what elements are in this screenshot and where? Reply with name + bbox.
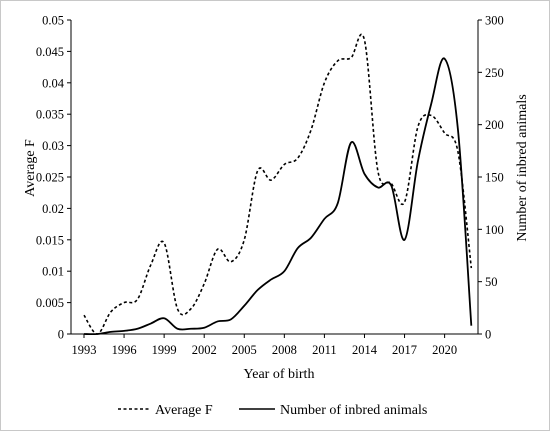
y-axis-left-title: Average F: [23, 139, 38, 197]
y-left-tick-label: 0.025: [36, 171, 64, 185]
legend-label-average-f: Average F: [155, 403, 213, 418]
series-group: [83, 33, 473, 336]
x-tick-label: 2002: [192, 343, 217, 357]
x-axis-ticks: 1993 1996 1999 2002 2005 2008 2011 2014 2017 2020: [72, 334, 457, 357]
x-tick-label: 1996: [112, 343, 137, 357]
x-tick-label: 2014: [352, 343, 378, 357]
legend-label-inbred-animals: Number of inbred animals: [280, 403, 427, 418]
y-right-tick-label: 150: [485, 171, 504, 185]
y-left-tick-label: 0.005: [36, 296, 64, 310]
y-left-tick-label: 0.05: [42, 14, 64, 28]
y-left-tick-label: 0.02: [42, 202, 64, 216]
x-tick-label: 1999: [152, 343, 177, 357]
x-axis-title: Year of birth: [244, 367, 315, 382]
x-tick-label: 2017: [392, 343, 417, 357]
x-tick-label: 2011: [312, 343, 337, 357]
right-axis-ticks: 0 50 100 150 200 250 300: [478, 14, 504, 342]
x-tick-label: 2005: [232, 343, 257, 357]
y-left-tick-label: 0.015: [36, 233, 64, 247]
y-right-tick-label: 300: [485, 14, 504, 28]
y-left-tick-label: 0.045: [36, 45, 64, 59]
y-left-tick-label: 0.04: [42, 76, 65, 90]
y-right-tick-label: 200: [485, 118, 504, 132]
series-line-inbred-animals: [83, 57, 473, 336]
x-tick-label: 1993: [72, 343, 97, 357]
y-right-tick-label: 0: [485, 328, 491, 342]
y-axis-right-title: Number of inbred animals: [515, 94, 530, 241]
y-left-tick-label: 0.03: [42, 139, 64, 153]
y-right-tick-label: 100: [485, 223, 504, 237]
series-line-average-f: [83, 33, 473, 335]
x-tick-label: 2008: [272, 343, 297, 357]
y-right-tick-label: 50: [485, 275, 498, 289]
legend: Average F Number of inbred animals: [118, 403, 427, 418]
y-left-tick-label: 0.01: [42, 265, 64, 279]
y-right-tick-label: 250: [485, 66, 504, 80]
y-left-tick-label: 0: [58, 328, 64, 342]
x-tick-label: 2020: [432, 343, 457, 357]
y-left-tick-label: 0.035: [36, 108, 64, 122]
left-axis-ticks: 0 0.005 0.01 0.015 0.02 0.025 0.03 0.035 0.04 0.0…: [36, 14, 71, 342]
